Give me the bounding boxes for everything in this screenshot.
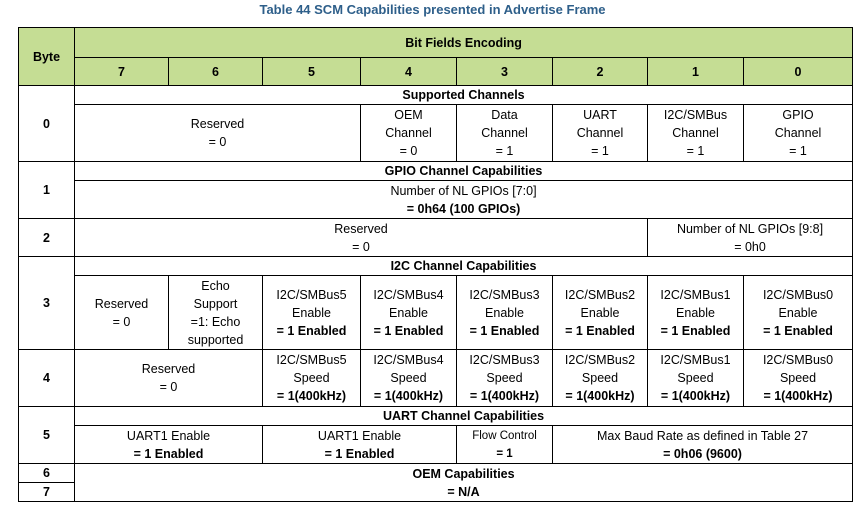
smbus1-enable: I2C/SMBus1 Enable = 1 Enabled bbox=[647, 275, 744, 350]
bit-7-header: 7 bbox=[74, 57, 169, 86]
uart-capabilities-title: UART Channel Capabilities bbox=[73, 406, 854, 426]
byte-6-label: 6 bbox=[18, 463, 75, 483]
smbus4-enable: I2C/SMBus4 Enable = 1 Enabled bbox=[360, 275, 457, 350]
smbus3-enable: I2C/SMBus3 Enable = 1 Enabled bbox=[456, 275, 553, 350]
smbus0-enable: I2C/SMBus0 Enable = 1 Enabled bbox=[742, 275, 854, 350]
byte-3-label: 3 bbox=[18, 256, 75, 350]
smbus2-speed: I2C/SMBus2 Speed = 1(400kHz) bbox=[552, 349, 648, 407]
bit-4-header: 4 bbox=[360, 57, 457, 86]
byte-1-label: 1 bbox=[18, 161, 75, 219]
smbus1-speed: I2C/SMBus1 Speed = 1(400kHz) bbox=[647, 349, 744, 407]
uart1-enable-b: UART1 Enable = 1 Enabled bbox=[262, 425, 457, 464]
smbus2-enable: I2C/SMBus2 Enable = 1 Enabled bbox=[552, 275, 648, 350]
bit-5-header: 5 bbox=[262, 57, 361, 86]
byte-0-label: 0 bbox=[18, 85, 75, 162]
smbus5-speed: I2C/SMBus5 Speed = 1(400kHz) bbox=[262, 349, 361, 407]
bit-2-header: 2 bbox=[552, 57, 648, 86]
uart1-enable-a: UART1 Enable = 1 Enabled bbox=[74, 425, 263, 464]
byte-5-label: 5 bbox=[18, 406, 75, 464]
bit-0-header: 0 bbox=[742, 57, 854, 86]
table-caption: Table 44 SCM Capabilities presented in A… bbox=[259, 2, 606, 17]
byte-header: Byte bbox=[18, 27, 75, 86]
nl-gpios-high: Number of NL GPIOs [9:8] = 0h0 bbox=[646, 218, 854, 257]
byte-7-label: 7 bbox=[18, 482, 75, 502]
scm-capabilities-table: Byte Bit Fields Encoding 7 6 5 4 3 2 1 0… bbox=[18, 27, 854, 502]
echo-support: Echo Support =1: Echo supported bbox=[168, 275, 263, 350]
byte-4-label: 4 bbox=[18, 349, 75, 407]
oem-capabilities: OEM Capabilities = N/A bbox=[73, 463, 854, 502]
smbus3-speed: I2C/SMBus3 Speed = 1(400kHz) bbox=[456, 349, 553, 407]
byte-2-reserved: Reserved = 0 bbox=[74, 218, 648, 257]
bit-6-header: 6 bbox=[168, 57, 263, 86]
oem-channel: OEM Channel = 0 bbox=[360, 104, 457, 162]
smbus4-speed: I2C/SMBus4 Speed = 1(400kHz) bbox=[360, 349, 457, 407]
byte-3-reserved: Reserved = 0 bbox=[74, 275, 169, 350]
smbus0-speed: I2C/SMBus0 Speed = 1(400kHz) bbox=[742, 349, 854, 407]
uart-channel: UART Channel = 1 bbox=[552, 104, 648, 162]
flow-control: Flow Control = 1 bbox=[456, 425, 553, 464]
i2c-channel: I2C/SMBus Channel = 1 bbox=[647, 104, 744, 162]
nl-gpios-low: Number of NL GPIOs [7:0] = 0h64 (100 GPI… bbox=[73, 180, 854, 219]
gpio-channel: GPIO Channel = 1 bbox=[742, 104, 854, 162]
bitfields-header: Bit Fields Encoding bbox=[73, 27, 854, 58]
byte-4-reserved: Reserved = 0 bbox=[74, 349, 263, 407]
smbus5-enable: I2C/SMBus5 Enable = 1 Enabled bbox=[262, 275, 361, 350]
supported-channels-title: Supported Channels bbox=[73, 85, 854, 105]
byte-2-label: 2 bbox=[18, 218, 75, 257]
max-baud-rate: Max Baud Rate as defined in Table 27 = 0… bbox=[551, 425, 854, 464]
gpio-capabilities-title: GPIO Channel Capabilities bbox=[73, 161, 854, 181]
i2c-capabilities-title: I2C Channel Capabilities bbox=[73, 256, 854, 276]
data-channel: Data Channel = 1 bbox=[456, 104, 553, 162]
byte-0-reserved: Reserved = 0 bbox=[74, 104, 361, 162]
bit-1-header: 1 bbox=[647, 57, 744, 86]
bit-3-header: 3 bbox=[456, 57, 553, 86]
